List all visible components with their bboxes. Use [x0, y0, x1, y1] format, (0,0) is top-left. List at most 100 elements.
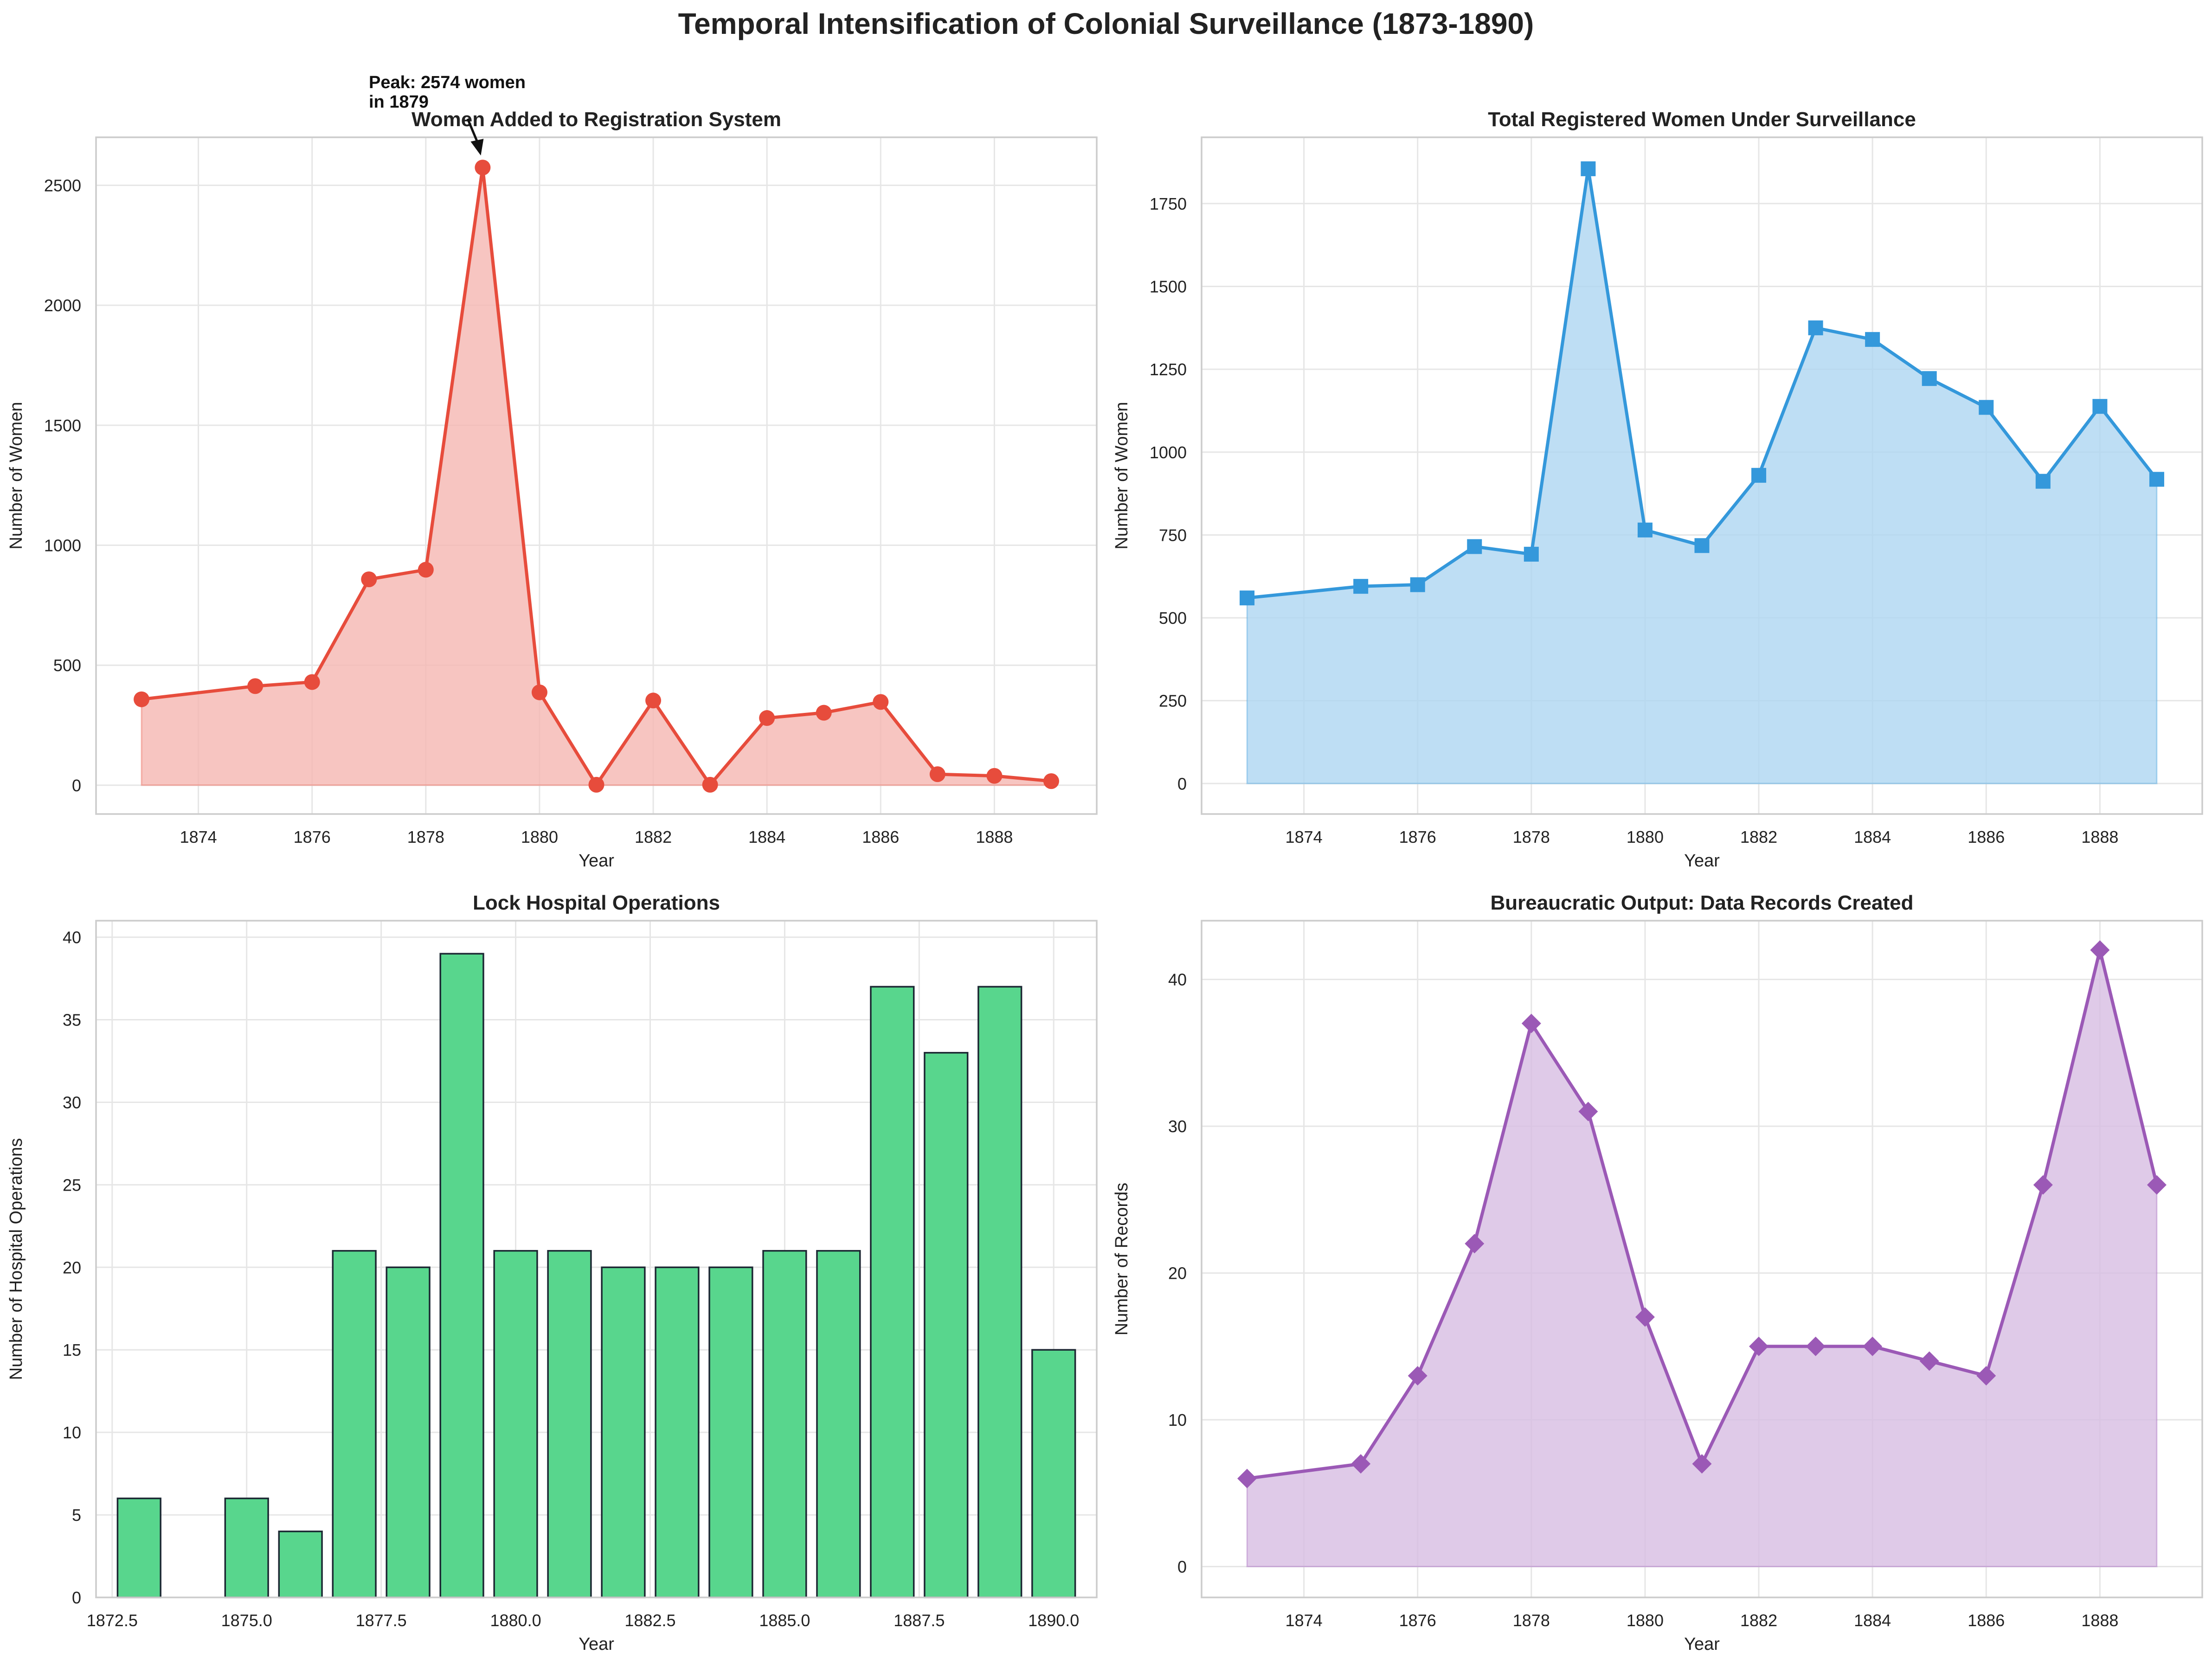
- data-point: [1863, 1336, 1883, 1356]
- bar: [1031, 1349, 1076, 1598]
- panel-title: Bureaucratic Output: Data Records Create…: [1491, 891, 1914, 914]
- bar: [924, 1051, 969, 1598]
- data-point: [2147, 1175, 2167, 1195]
- axes-frame: [1201, 920, 2203, 1598]
- y-axis-label: Number of Women: [1112, 402, 1132, 549]
- y-tick-label: 2000: [44, 296, 81, 315]
- x-tick-label: 1880.0: [490, 1611, 541, 1630]
- data-point: [1240, 590, 1255, 606]
- data-point: [531, 684, 547, 700]
- data-point: [929, 766, 945, 782]
- x-tick-label: 1886: [1968, 827, 2005, 846]
- data-point: [134, 691, 150, 707]
- x-tick-label: 1880: [1627, 1611, 1664, 1630]
- data-point: [702, 776, 718, 793]
- x-tick-label: 1884: [1854, 1611, 1891, 1630]
- x-axis-label: Year: [579, 851, 614, 871]
- bar: [816, 1250, 861, 1598]
- data-point: [1353, 579, 1369, 594]
- bar: [386, 1266, 431, 1598]
- x-tick-label: 1887.5: [894, 1611, 945, 1630]
- data-point: [1976, 1366, 1996, 1386]
- data-point: [1408, 1366, 1428, 1386]
- x-axis-label: Year: [1684, 1635, 1720, 1654]
- y-tick-label: 1500: [44, 416, 81, 435]
- x-tick-label: 1878: [407, 827, 444, 846]
- y-tick-label: 30: [1168, 1117, 1187, 1136]
- y-tick-label: 10: [63, 1423, 81, 1442]
- bar: [439, 953, 484, 1598]
- data-point: [645, 692, 662, 709]
- x-tick-label: 1885.0: [759, 1611, 810, 1630]
- x-tick-label: 1876: [294, 827, 331, 846]
- y-tick-label: 0: [72, 776, 81, 795]
- data-point: [1979, 400, 1994, 415]
- x-tick-label: 1882: [1740, 1611, 1777, 1630]
- y-tick-label: 250: [1159, 692, 1187, 711]
- x-tick-label: 1882: [635, 827, 672, 846]
- x-tick-label: 1884: [748, 827, 785, 846]
- data-point: [1410, 577, 1425, 592]
- y-tick-label: 25: [63, 1175, 81, 1194]
- y-tick-label: 10: [1168, 1411, 1187, 1430]
- data-point: [1524, 546, 1539, 562]
- data-point: [759, 710, 775, 726]
- series-line: [1247, 948, 2159, 1481]
- data-point: [816, 705, 832, 721]
- bar: [655, 1266, 700, 1598]
- data-point: [1467, 539, 1482, 554]
- y-tick-label: 0: [1177, 774, 1187, 793]
- data-point: [986, 768, 1003, 784]
- y-tick-label: 2500: [44, 176, 81, 195]
- x-tick-label: 1877.5: [356, 1611, 407, 1630]
- y-tick-label: 5: [72, 1506, 81, 1525]
- x-tick-label: 1888: [2081, 1611, 2118, 1630]
- x-tick-label: 1882.5: [624, 1611, 675, 1630]
- y-tick-label: 1500: [1150, 277, 1187, 296]
- x-tick-label: 1874: [180, 827, 217, 846]
- series-line: [1247, 167, 2158, 600]
- y-tick-label: 40: [63, 928, 81, 947]
- data-point: [1749, 1336, 1769, 1356]
- x-tick-label: 1886: [862, 827, 899, 846]
- data-point: [1465, 1234, 1485, 1254]
- bar: [332, 1250, 377, 1598]
- y-tick-label: 500: [1159, 609, 1187, 628]
- y-tick-label: 20: [1168, 1264, 1187, 1283]
- data-point: [304, 674, 320, 690]
- chart-panel-3: 0 5 10 15 20 25 30 35 40 1872.5 1875.0 1877.5 1880.0…: [6, 891, 1098, 1654]
- data-point: [1694, 538, 1710, 553]
- bar: [601, 1266, 646, 1598]
- data-point: [247, 678, 264, 694]
- data-point: [2035, 474, 2051, 489]
- y-tick-label: 30: [63, 1093, 81, 1112]
- y-tick-label: 20: [63, 1258, 81, 1277]
- x-tick-label: 1875.0: [221, 1611, 272, 1630]
- data-point: [1806, 1336, 1826, 1356]
- data-point: [1635, 1307, 1655, 1327]
- y-tick-label: 40: [1168, 970, 1187, 989]
- axes-frame: [95, 136, 1098, 815]
- bar: [547, 1250, 592, 1598]
- data-point: [1581, 161, 1596, 176]
- data-point: [588, 776, 604, 793]
- y-axis-label: Number of Hospital Operations: [6, 1138, 26, 1380]
- bar: [977, 986, 1022, 1598]
- y-axis-label: Number of Records: [1112, 1183, 1132, 1335]
- chart-panel-4: 0 10 20 30 40 1874 1876 1878 1880 1882 1884 1886 188…: [1112, 891, 2203, 1654]
- data-point: [1751, 468, 1767, 483]
- data-point: [2149, 472, 2164, 487]
- data-point: [2092, 399, 2108, 414]
- y-tick-label: 1250: [1150, 360, 1187, 379]
- x-tick-label: 1890.0: [1028, 1611, 1079, 1630]
- chart-panel-2: 0 250 500 750 1000 1250 1500 1750 1874 1876 1878 18…: [1112, 108, 2203, 871]
- data-point: [1043, 773, 1059, 789]
- bar: [762, 1250, 807, 1598]
- axes-frame: [1201, 136, 2203, 815]
- data-point: [1237, 1468, 1257, 1488]
- bar: [493, 1250, 538, 1598]
- data-point: [1578, 1102, 1598, 1122]
- data-point: [1919, 1351, 1939, 1371]
- x-tick-label: 1882: [1740, 827, 1777, 846]
